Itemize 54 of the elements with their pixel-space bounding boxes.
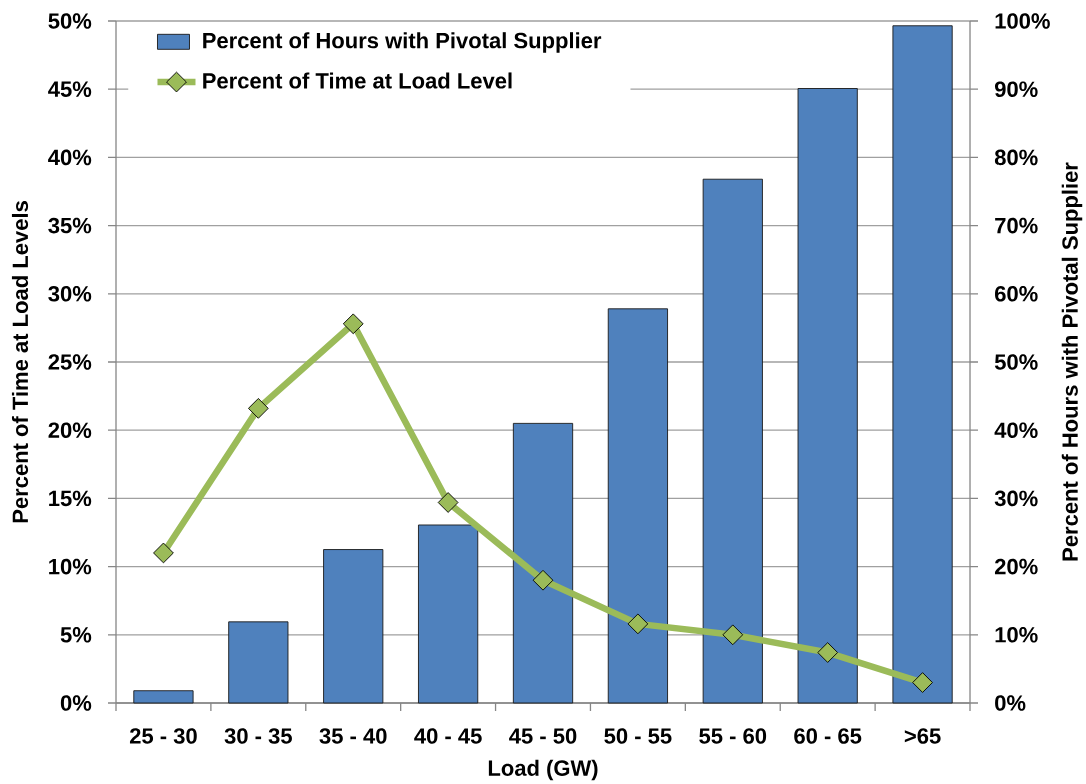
y-tick-label: 10% [49,558,92,575]
point [912,672,933,693]
y2-tick-label: 10% [995,627,1038,643]
point [817,642,839,663]
y-tick-label: 30% [48,285,92,302]
y-tick-label: 25% [48,354,92,370]
bar [323,549,384,704]
bar [418,524,479,704]
point [153,542,174,564]
y-tick-label: 5% [60,627,92,643]
x-tick-label: 60 - 65 [794,728,862,744]
x-axis-title: Load (GW) [488,759,598,781]
bar [133,690,194,704]
y-tick-label: 35% [48,217,92,234]
y-tick-label: 50% [48,13,92,29]
x-tick-label: >65 [904,728,941,744]
bar [702,178,763,704]
x-tick-label: 55 - 60 [699,728,767,744]
y-tick-label: 0% [60,695,92,711]
y2-axis-title: Percent of Hours with Pivotal Supplier [1061,162,1083,561]
x-tick-label: 40 - 45 [414,728,482,744]
legend-label: Percent of Time at Load Level [203,72,512,89]
y2-tick-label: 100% [995,13,1050,29]
x-tick-label: 35 - 40 [319,728,387,744]
bar [512,422,574,704]
y2-tick-label: 60% [995,286,1038,302]
bar [607,308,668,704]
y-tick-label: 15% [49,490,92,507]
bar [797,88,858,704]
x-tick-label: 25 - 30 [129,728,197,744]
y2-tick-label: 70% [995,217,1038,234]
point [437,492,459,513]
point [247,398,269,419]
y2-tick-label: 80% [994,149,1038,166]
y2-tick-label: 20% [994,558,1038,575]
legend-label: Percent of Hours with Pivotal Supplier [203,32,602,53]
y2-tick-label: 30% [994,490,1038,507]
y2-tick-label: 50% [994,354,1038,370]
point [722,624,744,646]
y2-tick-label: 90% [994,81,1038,97]
x-tick-label: 30 - 35 [224,728,292,744]
point [532,569,554,591]
y2-tick-label: 0% [995,695,1026,711]
point [627,613,649,635]
y-tick-label: 40% [48,149,92,166]
point [342,313,364,335]
x-tick-label: 45 - 50 [509,728,577,744]
y-axis-title: Percent of Time at Load Levels [11,201,29,523]
y-tick-label: 45% [48,81,92,97]
bar [228,621,289,704]
y-tick-label: 20% [48,422,92,438]
y2-tick-label: 40% [994,422,1038,438]
x-tick-label: 50 - 55 [604,728,672,744]
bar [892,25,953,704]
